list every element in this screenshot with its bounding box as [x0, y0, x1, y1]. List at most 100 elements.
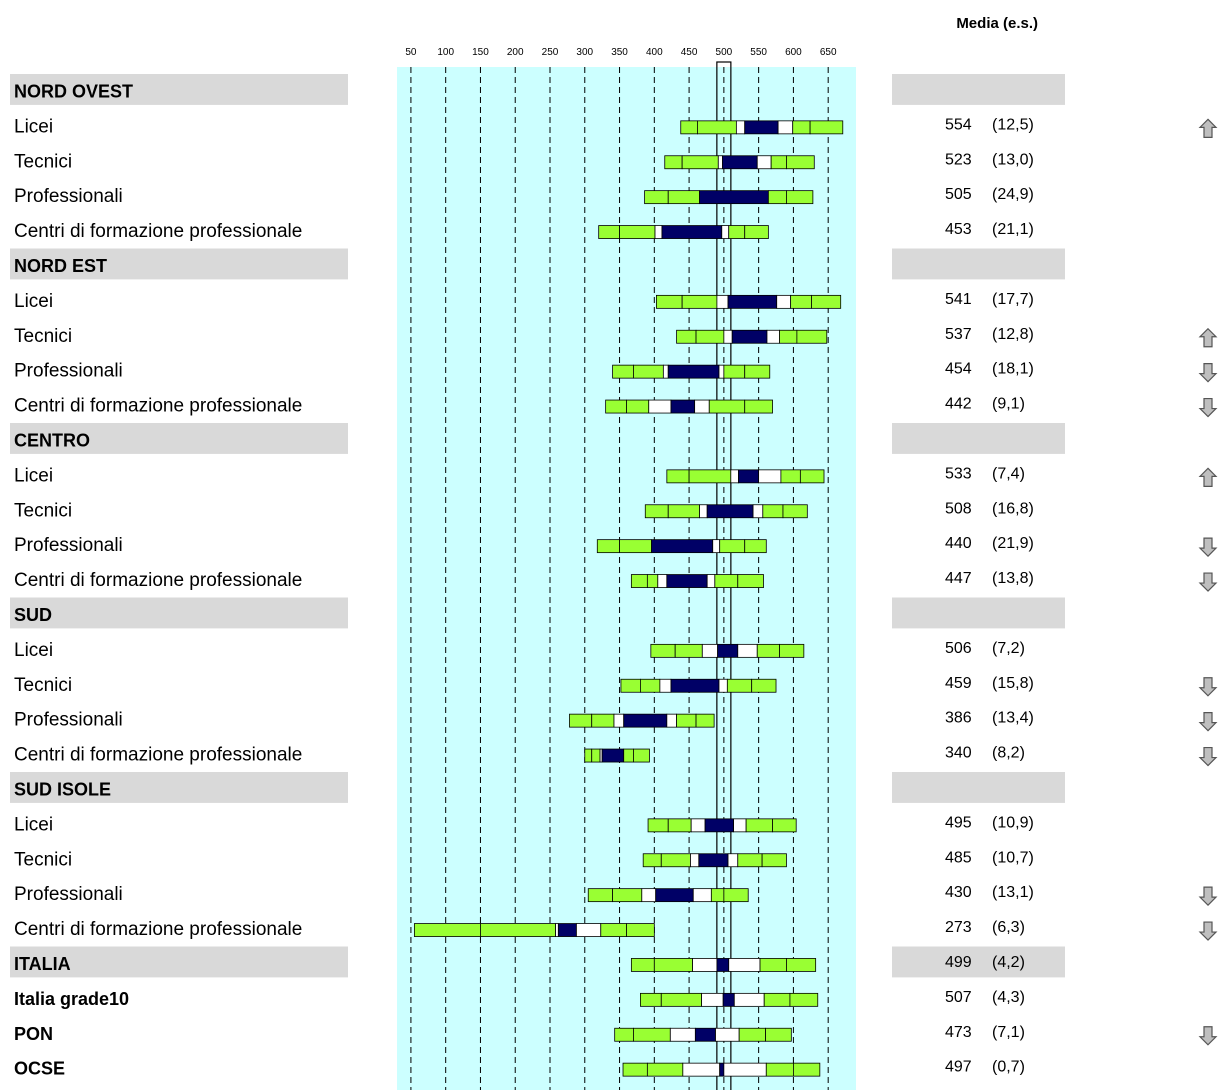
x-tick-label: 50 [405, 47, 417, 58]
mean-value: 554 [945, 116, 972, 133]
row-label: Centri di formazione professionale [14, 396, 302, 417]
quartile-band-left [716, 294, 729, 309]
inner-band-right [762, 504, 784, 519]
standard-error: (13,4) [992, 710, 1034, 727]
arrow-down-icon [1198, 677, 1218, 697]
standard-error: (13,8) [992, 570, 1034, 587]
outer-band-left [676, 329, 697, 344]
confidence-interval [699, 190, 769, 205]
confidence-interval [623, 713, 668, 728]
quartile-band-left [654, 225, 663, 239]
quartile-band-right [576, 923, 602, 937]
quartile-band-right [694, 399, 710, 414]
row-header-right-background [892, 597, 1065, 629]
row-header-background [10, 74, 348, 105]
row-label: Centri di formazione professionale [14, 570, 302, 591]
outer-band-left [569, 713, 593, 728]
quartile-band-left [692, 958, 718, 972]
region-header-label: ITALIA [14, 954, 71, 974]
outer-band-left [605, 399, 627, 414]
inner-band-right [708, 399, 746, 414]
inner-band-right [763, 992, 791, 1007]
outer-band-left [413, 923, 481, 937]
arrow-down-icon [1198, 746, 1218, 767]
outer-band-right [744, 364, 771, 379]
confidence-interval [719, 1062, 725, 1077]
row-label: Tecnici [14, 151, 72, 172]
mean-value: 507 [945, 989, 972, 1006]
confidence-interval [670, 678, 720, 693]
standard-error: (17,7) [992, 291, 1034, 308]
outer-band-left [620, 678, 641, 693]
mean-value: 440 [945, 535, 972, 552]
quartile-band-left [662, 364, 669, 379]
inner-band-right [765, 1062, 794, 1077]
row-label: Licei [14, 291, 53, 312]
inner-band-right [780, 469, 801, 484]
standard-error: (4,3) [992, 989, 1025, 1006]
inner-band-right [723, 364, 746, 379]
quartile-band-right [733, 992, 765, 1007]
outer-band-right [737, 574, 764, 588]
confidence-interval [557, 923, 577, 937]
standard-error: (8,2) [992, 745, 1025, 762]
region-header-label: CENTRO [14, 430, 90, 450]
mean-value: 447 [945, 570, 972, 587]
inner-band-left [626, 399, 650, 414]
x-tick-label: 350 [611, 47, 628, 58]
x-tick-label: 300 [576, 47, 593, 58]
arrow-down-icon [1198, 921, 1218, 941]
arrow-down-icon [1198, 363, 1218, 383]
mean-value: 386 [945, 710, 972, 727]
row-header-background [10, 772, 348, 803]
outer-band-left [584, 748, 593, 763]
inner-band-left [633, 1027, 671, 1042]
standard-error: (13,0) [992, 151, 1034, 168]
outer-band-right [751, 678, 777, 693]
row-label: Professionali [14, 884, 123, 905]
outer-band-right [772, 818, 797, 833]
quartile-band-left [682, 1062, 721, 1077]
inner-band-right [737, 853, 763, 868]
quartile-band-left [669, 1027, 696, 1042]
quartile-band-right [718, 364, 725, 379]
inner-band-left [667, 190, 700, 205]
inner-band-left [653, 958, 693, 972]
outer-band-left [640, 992, 662, 1007]
quartile-band-right [758, 469, 782, 484]
standard-error: (7,2) [992, 640, 1025, 657]
outer-band-right [786, 190, 814, 205]
confidence-interval [667, 364, 720, 379]
inner-band-right [719, 539, 746, 554]
mean-value: 485 [945, 849, 972, 866]
outer-band-right [799, 469, 825, 484]
inner-band-right [726, 678, 753, 693]
standard-error: (4,2) [992, 954, 1025, 971]
inner-band-left [681, 294, 718, 309]
standard-error: (21,9) [992, 535, 1034, 552]
confidence-interval [722, 155, 758, 170]
quartile-band-left [723, 329, 733, 344]
outer-band-right [633, 748, 650, 763]
mean-value: 273 [945, 919, 972, 936]
confidence-interval [655, 888, 694, 903]
standard-error: (10,9) [992, 814, 1034, 831]
inner-band-left [697, 120, 737, 135]
mean-value: 497 [945, 1059, 972, 1076]
standard-error: (10,7) [992, 849, 1034, 866]
mean-value: 499 [945, 954, 972, 971]
x-tick-label: 400 [646, 47, 663, 58]
outer-band-right [744, 225, 769, 239]
inner-band-left [681, 155, 719, 170]
outer-band-left [587, 888, 613, 903]
confidence-interval [706, 504, 754, 519]
inner-band-right [759, 958, 787, 972]
confidence-interval [704, 818, 735, 833]
inner-band-right [767, 190, 787, 205]
inner-band-right [792, 120, 811, 135]
outer-band-left [664, 155, 683, 170]
inner-band-left [619, 225, 656, 239]
outer-band-left [622, 1062, 648, 1077]
inner-band-left [688, 469, 732, 484]
inner-band-left [667, 818, 692, 833]
